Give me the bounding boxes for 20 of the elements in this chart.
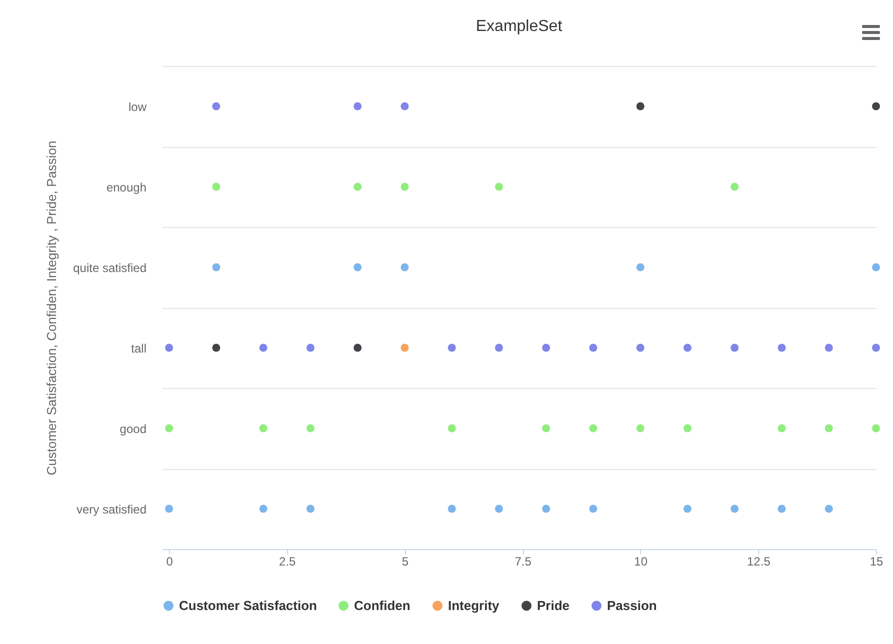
x-tick-label: 12.5 <box>747 554 771 568</box>
y-tick-label: enough <box>106 180 146 194</box>
chart-title: ExampleSet <box>476 18 563 35</box>
legend-label: Confiden <box>354 598 410 613</box>
y-axis-title: Customer Satisfaction, Confiden, Integrity , Pride, Passion <box>44 140 60 476</box>
y-tick-label: quite satisfied <box>73 260 146 275</box>
x-tick-label: 2.5 <box>279 554 296 568</box>
y-tick-label: good <box>120 422 146 436</box>
x-tick-label: 15 <box>870 554 884 568</box>
x-tick-label: 10 <box>634 554 648 568</box>
x-tick-label: 0 <box>166 554 174 568</box>
legend-label: Integrity <box>448 598 500 613</box>
legend-label: Customer Satisfaction <box>179 598 318 613</box>
x-tick-label: 7.5 <box>514 554 532 568</box>
x-tick-label: 5 <box>402 554 409 568</box>
y-tick-label: low <box>128 100 147 114</box>
y-tick-label: very satisfied <box>76 502 146 516</box>
legend-label: Pride <box>537 598 570 613</box>
legend-label: Passion <box>607 598 657 613</box>
y-tick-label: tall <box>131 341 146 356</box>
